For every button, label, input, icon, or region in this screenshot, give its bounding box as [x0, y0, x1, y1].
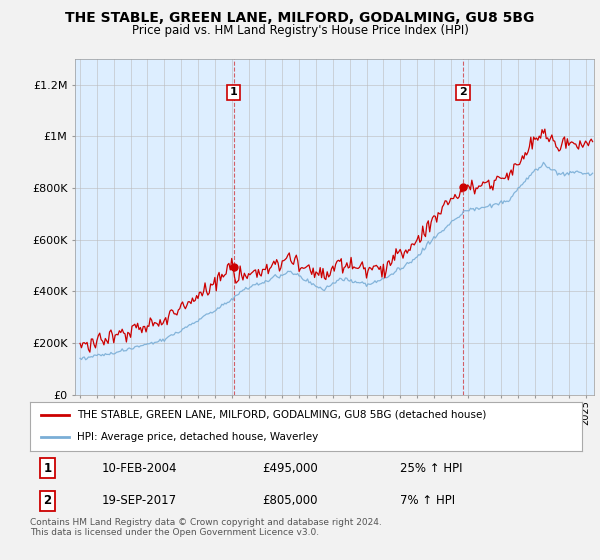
Text: 1: 1	[230, 87, 238, 97]
Text: 2: 2	[459, 87, 467, 97]
Text: THE STABLE, GREEN LANE, MILFORD, GODALMING, GU8 5BG (detached house): THE STABLE, GREEN LANE, MILFORD, GODALMI…	[77, 410, 486, 420]
Text: £805,000: £805,000	[262, 494, 317, 507]
Text: 10-FEB-2004: 10-FEB-2004	[102, 462, 177, 475]
Text: Price paid vs. HM Land Registry's House Price Index (HPI): Price paid vs. HM Land Registry's House …	[131, 24, 469, 36]
Text: 25% ↑ HPI: 25% ↑ HPI	[400, 462, 463, 475]
Text: £495,000: £495,000	[262, 462, 317, 475]
Text: THE STABLE, GREEN LANE, MILFORD, GODALMING, GU8 5BG: THE STABLE, GREEN LANE, MILFORD, GODALMI…	[65, 11, 535, 25]
Text: HPI: Average price, detached house, Waverley: HPI: Average price, detached house, Wave…	[77, 432, 318, 442]
Text: 1: 1	[44, 462, 52, 475]
Text: 19-SEP-2017: 19-SEP-2017	[102, 494, 177, 507]
Text: 2: 2	[44, 494, 52, 507]
Text: Contains HM Land Registry data © Crown copyright and database right 2024.
This d: Contains HM Land Registry data © Crown c…	[30, 518, 382, 538]
Text: 7% ↑ HPI: 7% ↑ HPI	[400, 494, 455, 507]
